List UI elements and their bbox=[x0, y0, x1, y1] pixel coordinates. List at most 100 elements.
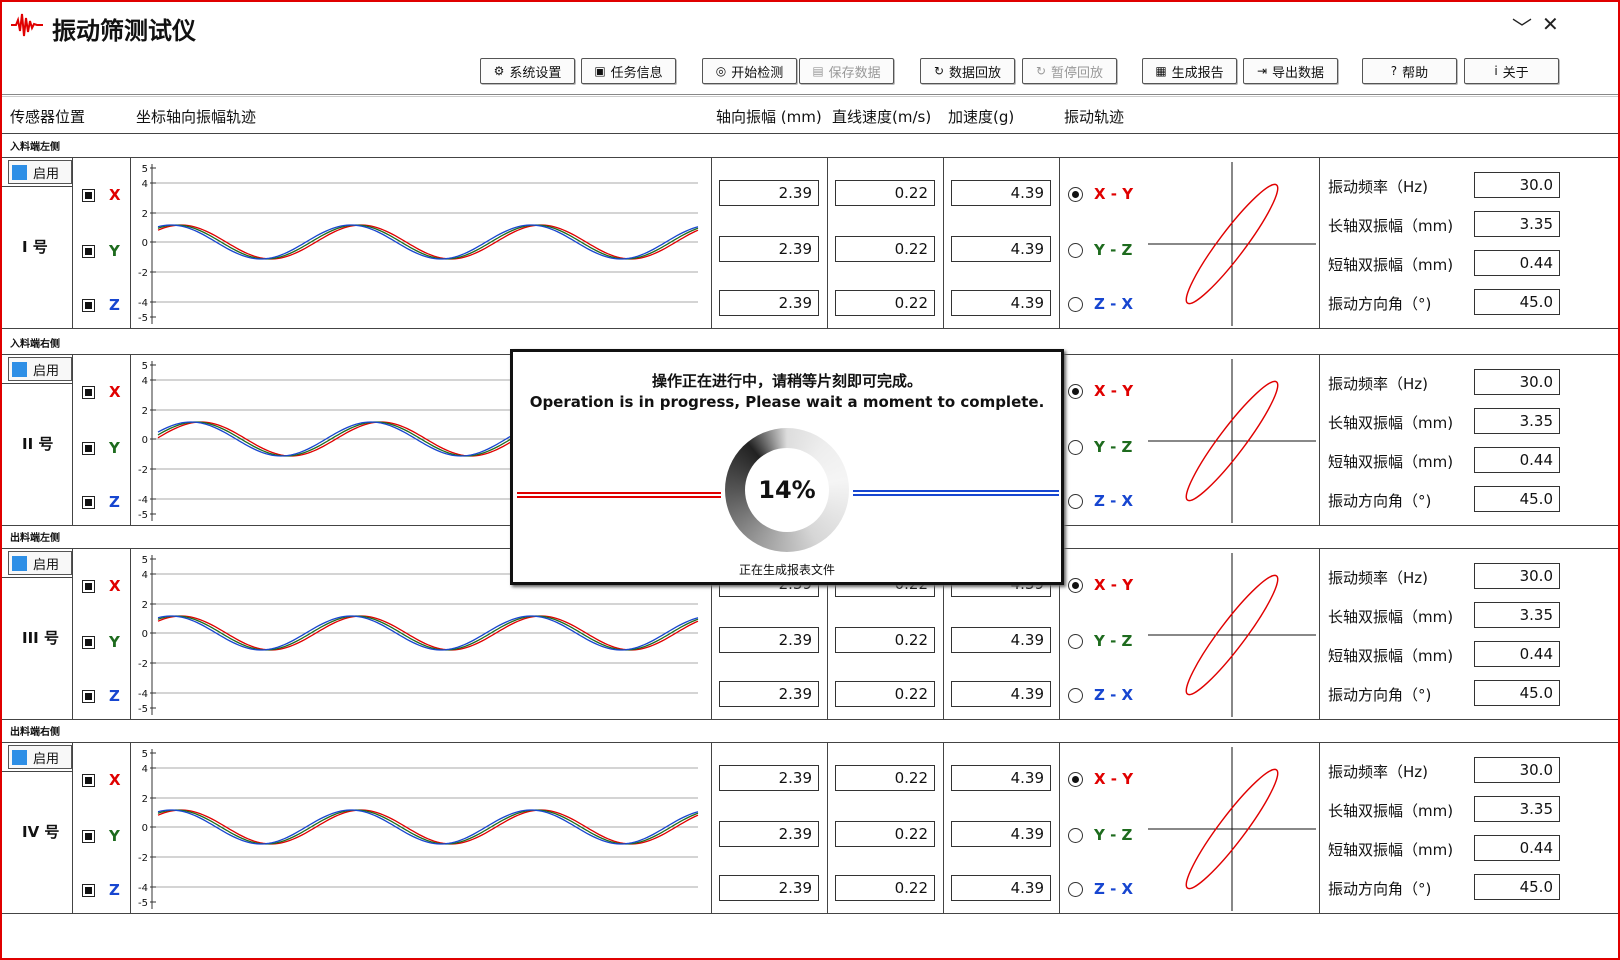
param-value[interactable]: 45.0 bbox=[1474, 486, 1560, 512]
value-field[interactable]: 0.22 bbox=[835, 821, 935, 847]
value-field[interactable]: 0.22 bbox=[835, 765, 935, 791]
value-field[interactable]: 4.39 bbox=[951, 236, 1051, 262]
value-field[interactable]: 2.39 bbox=[719, 681, 819, 707]
progress-right-line bbox=[853, 490, 1059, 496]
toolbar-button-6[interactable]: ▦ 生成报告 bbox=[1142, 58, 1237, 84]
axis-checkbox[interactable] bbox=[82, 636, 95, 649]
column-divider bbox=[711, 743, 712, 913]
param-value[interactable]: 3.35 bbox=[1474, 796, 1560, 822]
toolbar-button-9[interactable]: i 关于 bbox=[1464, 58, 1559, 84]
value-field[interactable]: 0.22 bbox=[835, 875, 935, 901]
plane-radio[interactable] bbox=[1068, 772, 1083, 787]
axis-checkbox[interactable] bbox=[82, 496, 95, 509]
axis-checkbox[interactable] bbox=[82, 386, 95, 399]
value-field[interactable]: 4.39 bbox=[951, 765, 1051, 791]
plane-radio[interactable] bbox=[1068, 688, 1083, 703]
y-tick-label: -5 bbox=[138, 313, 148, 324]
param-value[interactable]: 3.35 bbox=[1474, 211, 1560, 237]
header-trajectory: 坐标轴向振幅轨迹 bbox=[136, 108, 257, 126]
plane-radio[interactable] bbox=[1068, 882, 1083, 897]
enable-checkbox-icon bbox=[12, 164, 27, 180]
plane-radio[interactable] bbox=[1068, 297, 1083, 312]
axis-label: Y bbox=[109, 439, 120, 457]
y-tick-label: 0 bbox=[142, 238, 148, 249]
param-value[interactable]: 30.0 bbox=[1474, 563, 1560, 589]
toolbar-button-8[interactable]: ? 帮助 bbox=[1362, 58, 1457, 84]
close-button[interactable]: ✕ bbox=[1542, 12, 1559, 36]
axis-checkbox[interactable] bbox=[82, 245, 95, 258]
value-field[interactable]: 2.39 bbox=[719, 627, 819, 653]
param-value[interactable]: 0.44 bbox=[1474, 250, 1560, 276]
plane-radio[interactable] bbox=[1068, 384, 1083, 399]
axis-checkbox[interactable] bbox=[82, 299, 95, 312]
toolbar-button-0[interactable]: ⚙ 系统设置 bbox=[480, 58, 575, 84]
param-value[interactable]: 45.0 bbox=[1474, 680, 1560, 706]
param-value[interactable]: 3.35 bbox=[1474, 602, 1560, 628]
plane-radio[interactable] bbox=[1068, 494, 1083, 509]
toolbar-button-icon: ? bbox=[1390, 64, 1398, 78]
axis-checkbox[interactable] bbox=[82, 189, 95, 202]
value-field[interactable]: 0.22 bbox=[835, 180, 935, 206]
value-field[interactable]: 2.39 bbox=[719, 180, 819, 206]
value-field[interactable]: 0.22 bbox=[835, 236, 935, 262]
value-field[interactable]: 2.39 bbox=[719, 290, 819, 316]
param-value[interactable]: 3.35 bbox=[1474, 408, 1560, 434]
value-field[interactable]: 4.39 bbox=[951, 180, 1051, 206]
toolbar-button-5[interactable]: ↻ 暂停回放 bbox=[1022, 58, 1117, 84]
section-title: 出料端右侧 bbox=[10, 727, 60, 738]
toolbar-button-4[interactable]: ↻ 数据回放 bbox=[920, 58, 1015, 84]
value-field[interactable]: 2.39 bbox=[719, 765, 819, 791]
toolbar-button-3[interactable]: ▤ 保存数据 bbox=[799, 58, 894, 84]
param-value[interactable]: 30.0 bbox=[1474, 369, 1560, 395]
minimize-button[interactable]: ﹀ bbox=[1512, 16, 1532, 40]
plane-radio[interactable] bbox=[1068, 828, 1083, 843]
plane-radio[interactable] bbox=[1068, 243, 1083, 258]
axis-label: Y bbox=[109, 242, 120, 260]
toolbar-button-2[interactable]: ◎ 开始检测 bbox=[702, 58, 797, 84]
toolbar-button-icon: ↻ bbox=[933, 64, 945, 78]
axis-checkbox[interactable] bbox=[82, 884, 95, 897]
axis-checkbox[interactable] bbox=[82, 774, 95, 787]
axis-checkbox[interactable] bbox=[82, 690, 95, 703]
plane-radio[interactable] bbox=[1068, 634, 1083, 649]
param-value[interactable]: 30.0 bbox=[1474, 757, 1560, 783]
column-divider bbox=[1059, 743, 1060, 913]
value-field[interactable]: 0.22 bbox=[835, 627, 935, 653]
value-field[interactable]: 0.22 bbox=[835, 290, 935, 316]
value-field[interactable]: 4.39 bbox=[951, 681, 1051, 707]
param-value[interactable]: 0.44 bbox=[1474, 447, 1560, 473]
vibration-trajectory-plot bbox=[1148, 747, 1316, 911]
toolbar-button-1[interactable]: ▣ 任务信息 bbox=[581, 58, 676, 84]
sensor-name: II 号 bbox=[22, 435, 54, 453]
param-value[interactable]: 45.0 bbox=[1474, 289, 1560, 315]
axis-checkbox[interactable] bbox=[82, 580, 95, 593]
plane-radio[interactable] bbox=[1068, 440, 1083, 455]
axis-checkbox[interactable] bbox=[82, 830, 95, 843]
value-field[interactable]: 4.39 bbox=[951, 875, 1051, 901]
value-field[interactable]: 0.22 bbox=[835, 681, 935, 707]
param-value[interactable]: 45.0 bbox=[1474, 874, 1560, 900]
enable-toggle[interactable]: 启用 bbox=[8, 745, 72, 769]
value-field[interactable]: 2.39 bbox=[719, 875, 819, 901]
value-field[interactable]: 4.39 bbox=[951, 290, 1051, 316]
param-value[interactable]: 0.44 bbox=[1474, 641, 1560, 667]
param-value[interactable]: 30.0 bbox=[1474, 172, 1560, 198]
value-field[interactable]: 2.39 bbox=[719, 821, 819, 847]
plane-label: Z - X bbox=[1094, 686, 1134, 704]
axis-label: X bbox=[109, 771, 121, 789]
plane-radio[interactable] bbox=[1068, 187, 1083, 202]
axis-checkbox[interactable] bbox=[82, 442, 95, 455]
enable-toggle[interactable]: 启用 bbox=[8, 551, 72, 575]
value-field[interactable]: 2.39 bbox=[719, 236, 819, 262]
column-divider bbox=[1319, 158, 1320, 328]
toolbar-button-label: 关于 bbox=[1502, 65, 1529, 81]
param-value[interactable]: 0.44 bbox=[1474, 835, 1560, 861]
toolbar-button-7[interactable]: ⇥ 导出数据 bbox=[1243, 58, 1338, 84]
value-field[interactable]: 4.39 bbox=[951, 821, 1051, 847]
value-field[interactable]: 4.39 bbox=[951, 627, 1051, 653]
plane-radio[interactable] bbox=[1068, 578, 1083, 593]
enable-toggle[interactable]: 启用 bbox=[8, 357, 72, 381]
enable-toggle[interactable]: 启用 bbox=[8, 160, 72, 184]
param-label: 振动频率（Hz) bbox=[1328, 375, 1429, 393]
